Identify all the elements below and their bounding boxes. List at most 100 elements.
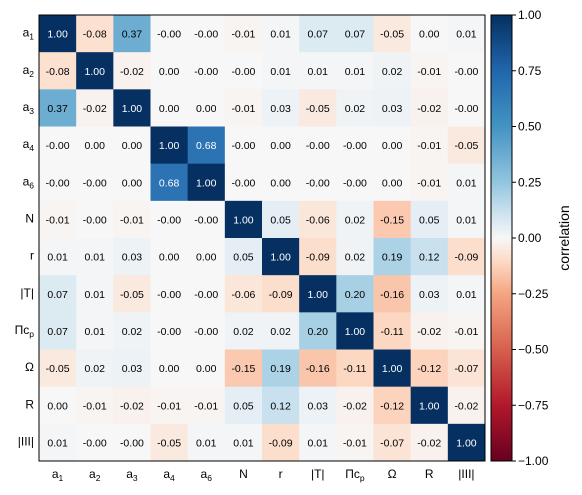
heatmap-cell-labels: 1.00 -0.08 0.37 -0.00 -0.00 -0.01 0.01 0.07 0.07… — [46, 29, 479, 450]
y-axis-tick-label: a4 — [23, 137, 35, 153]
cell-value-label: 0.20 — [345, 289, 366, 301]
x-axis-tick-label-base: a — [201, 467, 208, 481]
heatmap-cell — [447, 275, 486, 313]
heatmap-cell — [113, 163, 151, 202]
y-axis-tick-label-subscript: 6 — [29, 180, 34, 190]
heatmap-cell — [39, 89, 77, 127]
heatmap-cell — [39, 163, 77, 202]
colorbar-tick-label: −0.25 — [518, 287, 549, 301]
heatmap-cell — [373, 126, 412, 165]
heatmap-cell — [410, 126, 449, 165]
heatmap-cell — [373, 386, 412, 425]
heatmap-cell — [373, 312, 412, 350]
plot-frame — [38, 14, 486, 462]
x-axis-tick-label-base: a — [126, 467, 133, 481]
cell-value-label: 0.01 — [308, 66, 329, 78]
y-axis-tick-label-base: a — [23, 26, 30, 40]
cell-value-label: 0.01 — [456, 177, 477, 189]
cell-value-label: 1.00 — [419, 400, 440, 412]
cell-value-label: -0.02 — [417, 437, 441, 449]
x-axis-tick-label-subscript: 3 — [133, 473, 138, 483]
heatmap-cell — [224, 238, 263, 276]
heatmap-cell — [224, 312, 263, 350]
heatmap-cell — [187, 200, 226, 239]
heatmap-cell — [187, 89, 226, 127]
heatmap-cell — [262, 126, 300, 165]
cell-value-label: -0.05 — [454, 140, 478, 152]
heatmap-cell — [150, 52, 189, 90]
heatmap-cell — [447, 89, 486, 127]
x-axis-tick-label-base: Ω — [388, 467, 397, 481]
cell-value-label: -0.09 — [269, 289, 293, 301]
heatmap-cell — [187, 423, 226, 462]
x-axis-tick-label: a1 — [52, 467, 64, 483]
heatmap-cell — [150, 349, 189, 388]
x-axis-tick-label-base: Πc — [345, 467, 360, 481]
heatmap-cell — [39, 238, 77, 276]
cell-value-label: 0.01 — [308, 437, 329, 449]
heatmap-cell — [76, 238, 114, 276]
x-axis-tick-label: |III| — [458, 467, 474, 481]
heatmap-cell — [150, 200, 189, 239]
cell-value-label: 0.03 — [270, 103, 291, 115]
cell-value-label: 0.03 — [308, 400, 329, 412]
cell-value-label: 0.12 — [419, 252, 440, 264]
cell-value-label: 0.00 — [270, 140, 291, 152]
heatmap-cell — [76, 163, 114, 202]
cell-value-label: 0.02 — [270, 326, 291, 338]
cell-value-label: 1.00 — [85, 66, 106, 78]
cell-value-label: -0.01 — [417, 177, 441, 189]
heatmap-cell — [336, 238, 374, 276]
cell-value-label: 0.05 — [270, 214, 291, 226]
heatmap-cell — [410, 89, 449, 127]
cell-value-label: -0.00 — [194, 29, 218, 41]
heatmap-cell — [373, 238, 412, 276]
heatmap-cell — [224, 423, 263, 462]
heatmap-cell — [336, 15, 374, 53]
x-axis-tick-label-base: N — [239, 467, 248, 481]
heatmap-cell — [39, 386, 77, 425]
heatmap-cell — [76, 15, 114, 53]
cell-value-label: -0.07 — [454, 363, 478, 375]
heatmap-cell — [150, 15, 189, 53]
heatmap-cell — [447, 200, 486, 239]
cell-value-label: 0.01 — [85, 326, 106, 338]
cell-value-label: -0.01 — [417, 66, 441, 78]
cell-value-label: 0.02 — [233, 326, 254, 338]
cell-value-label: 0.02 — [345, 252, 366, 264]
heatmap-cell — [113, 386, 151, 425]
cell-value-label: 1.00 — [122, 103, 143, 115]
colorbar-tick-label: 0.00 — [518, 231, 542, 245]
heatmap-cell — [76, 349, 114, 388]
cell-value-label: 0.37 — [122, 29, 143, 41]
cell-value-label: 0.01 — [233, 437, 254, 449]
heatmap-cell — [224, 163, 263, 202]
cell-value-label: -0.00 — [231, 66, 255, 78]
heatmap-cell — [336, 200, 374, 239]
x-axis-tick-label: Ω — [388, 467, 397, 481]
cell-value-label: 0.68 — [159, 177, 180, 189]
cell-value-label: -0.00 — [343, 177, 367, 189]
heatmap-cell — [113, 275, 151, 313]
heatmap-cell — [150, 89, 189, 127]
cell-value-label: -0.02 — [120, 400, 144, 412]
cell-value-label: -0.00 — [231, 177, 255, 189]
y-axis-tick-label: R — [25, 397, 34, 411]
heatmap-cell — [262, 163, 300, 202]
cell-value-label: -0.02 — [417, 103, 441, 115]
heatmap-cell — [336, 275, 374, 313]
cell-value-label: -0.00 — [120, 437, 144, 449]
cell-value-label: -0.00 — [454, 103, 478, 115]
colorbar-tick-label: 0.50 — [518, 120, 542, 134]
cell-value-label: -0.06 — [231, 289, 255, 301]
heatmap-cell — [410, 386, 449, 425]
heatmap-cell — [39, 52, 77, 90]
cell-value-label: -0.01 — [343, 437, 367, 449]
heatmap-cell — [410, 423, 449, 462]
cell-value-label: 0.00 — [196, 252, 217, 264]
cell-value-label: 0.00 — [159, 103, 180, 115]
cell-value-label: 0.00 — [47, 400, 68, 412]
heatmap-cell — [187, 15, 226, 53]
x-axis-tick-label-base: a — [89, 467, 96, 481]
